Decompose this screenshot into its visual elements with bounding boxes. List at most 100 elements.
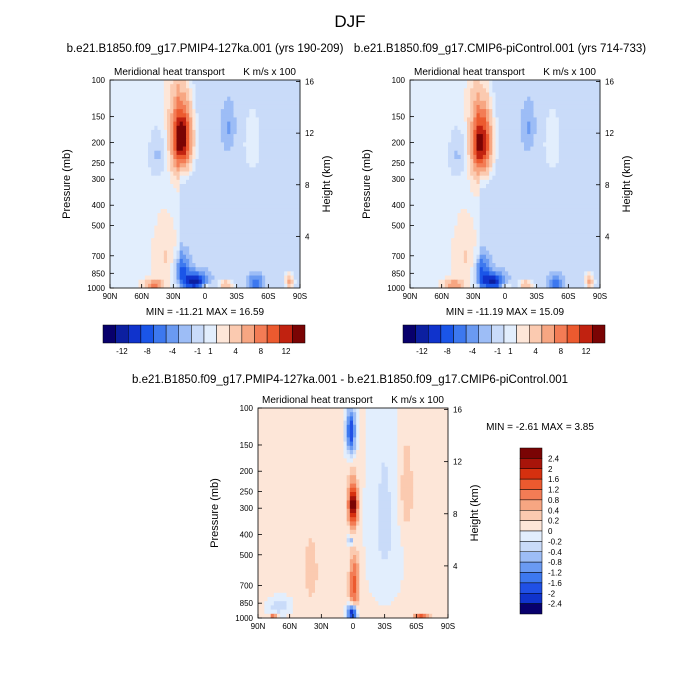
panel-2-contour-cell <box>565 154 569 160</box>
panel-1-contour-cell <box>144 84 149 89</box>
panel-2-contour-cell <box>543 104 547 110</box>
panel-2-contour-cell <box>565 88 569 93</box>
panel-1-contour-cell <box>179 192 184 197</box>
panel-2-contour-cell <box>435 175 439 181</box>
panel-2-contour-cell <box>429 80 433 85</box>
panel-2-contour-cell <box>568 80 572 85</box>
panel-1-contour-cell <box>170 167 174 172</box>
panel-1-contour-cell <box>141 104 146 110</box>
panel-1-contour-cell <box>192 96 196 102</box>
panel-1-contour-cell <box>192 233 196 239</box>
panel-2-contour-cell <box>517 129 522 135</box>
panel-1-contour-cell <box>122 254 127 260</box>
panel-1-contour-cell <box>141 154 146 160</box>
panel-1-contour-cell <box>122 258 127 264</box>
panel-1-contour-cell <box>119 113 124 118</box>
panel-2-contour-cell <box>508 188 512 193</box>
panel-1-contour-cell <box>227 92 231 98</box>
panel-2-contour-cell <box>505 142 509 147</box>
panel-1-contour-cell <box>119 229 124 235</box>
panel-1-contour-cell <box>144 229 149 235</box>
panel-1-contour-cell <box>239 146 244 152</box>
panel-1-contour-cell <box>233 246 238 251</box>
panel-1-contour-cell <box>214 150 219 156</box>
panel-1-contour-cell <box>274 233 279 239</box>
panel-1-contour-cell <box>154 192 158 197</box>
panel-2-contour-cell <box>457 200 462 206</box>
panel-2-contour-cell <box>416 146 420 152</box>
panel-1-contour-cell <box>258 154 263 160</box>
panel-2-contour-cell <box>533 100 538 106</box>
panel-2-contour-cell <box>581 100 585 106</box>
panel-1-contour-cell <box>182 192 187 197</box>
panel-1-contour-cell <box>182 96 187 102</box>
panel-1-contour-cell <box>296 113 301 118</box>
panel-2-contour-cell <box>511 84 515 89</box>
panel-2-contour-cell <box>492 96 496 102</box>
panel-2-contour-cell <box>543 167 547 172</box>
panel-1-contour-cell <box>274 246 279 251</box>
panel-1-contour-cell <box>138 225 143 231</box>
panel-2-contour-cell <box>584 100 588 106</box>
panel-1-contour-cell <box>268 263 272 268</box>
panel-2-contour-cell <box>441 146 446 152</box>
panel-2-contour-cell <box>473 150 477 156</box>
panel-1-contour-cell <box>293 117 298 122</box>
panel-1-contour-cell <box>214 146 219 152</box>
panel-2-contour-cell <box>577 171 582 177</box>
panel-1-contour-cell <box>192 179 196 185</box>
panel-1-contour-cell <box>110 150 114 156</box>
panel-1-contour-cell <box>151 179 155 185</box>
panel-1-contour-cell <box>243 200 247 206</box>
panel-1-contour-cell <box>281 88 285 93</box>
panel-1-contour-cell <box>110 217 114 222</box>
panel-1-contour-cell <box>239 254 244 260</box>
panel-1-contour-cell <box>287 200 291 206</box>
panel-2-contour-cell <box>413 142 417 147</box>
panel-1-contour-cell <box>154 104 158 110</box>
panel-2-contour-cell <box>498 134 503 139</box>
panel-2-contour-cell <box>577 96 582 102</box>
panel-1-contour-cell <box>198 163 203 168</box>
panel-2-contour-cell <box>555 100 560 106</box>
panel-1-contour-cell <box>252 242 257 247</box>
panel-2-contour-cell <box>432 84 436 89</box>
panel-1-contour-cell <box>290 184 295 189</box>
panel-2-contour-cell <box>479 196 484 202</box>
panel-1-contour-cell <box>186 233 190 239</box>
panel-1-contour-cell <box>141 275 146 281</box>
panel-1-contour-cell <box>144 279 149 285</box>
panel-2-contour-cell <box>539 175 544 181</box>
panel-1-contour-cell <box>205 283 209 289</box>
panel-1-contour-cell <box>268 146 272 152</box>
panel-2-contour-cell <box>562 163 566 168</box>
panel-2-contour-cell <box>514 92 519 98</box>
panel-1-contour-cell <box>287 221 291 226</box>
panel-1-contour-cell <box>189 200 193 206</box>
panel-1-contour-cell <box>198 134 203 139</box>
panel-1-contour-cell <box>129 254 133 260</box>
panel-2-contour-cell <box>410 80 414 85</box>
panel-1-contour-cell <box>163 171 168 177</box>
panel-2-contour-cell <box>533 121 538 127</box>
panel-2-contour-cell <box>492 179 496 185</box>
panel-1-contour-cell <box>198 154 203 160</box>
panel-1-contour-cell <box>246 184 250 189</box>
panel-1-contour-cell <box>170 275 174 281</box>
panel-2-contour-cell <box>584 146 588 152</box>
panel-1-contour-cell <box>144 113 149 118</box>
panel-2-contour-cell <box>441 213 446 218</box>
panel-2-contour-cell <box>495 96 500 102</box>
panel-1-contour-cell <box>157 150 162 156</box>
panel-2-contour-cell <box>568 88 572 93</box>
panel-1-contour-cell <box>290 80 295 85</box>
panel-1-contour-cell <box>129 154 133 160</box>
panel-1-contour-cell <box>249 113 253 118</box>
panel-1-contour-cell <box>265 221 269 226</box>
panel-1-contour-cell <box>296 275 301 281</box>
panel-1-contour-cell <box>274 192 279 197</box>
panel-1-contour-cell <box>217 279 222 285</box>
panel-1-contour-cell <box>224 271 228 276</box>
panel-2-contour-cell <box>413 96 417 102</box>
panel-2-contour-cell <box>444 179 449 185</box>
